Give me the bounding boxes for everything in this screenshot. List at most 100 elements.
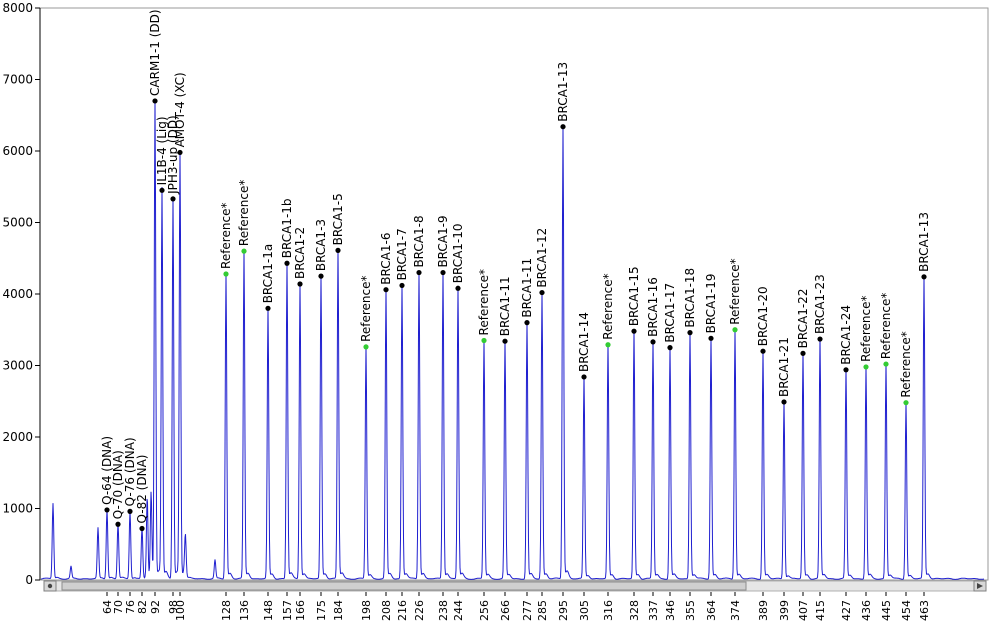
- y-tick-label: 5000: [2, 216, 33, 230]
- peak-label: BRCA1-20: [756, 286, 770, 346]
- x-tick-label: 436: [860, 600, 873, 621]
- probe-peak-marker: [127, 508, 133, 514]
- x-tick-label: 305: [578, 600, 591, 621]
- probe-peak-marker: [104, 507, 110, 513]
- peak-label: Reference*: [219, 203, 233, 269]
- x-tick-label: 328: [628, 600, 641, 621]
- reference-peak-marker: [883, 361, 889, 367]
- probe-peak-marker: [760, 348, 766, 354]
- probe-peak-marker: [416, 269, 422, 276]
- probe-peak-marker: [843, 367, 849, 373]
- x-tick-label: 374: [729, 600, 742, 621]
- peak-label: BRCA1-15: [627, 266, 641, 326]
- peak-label: BRCA1-14: [577, 312, 591, 372]
- probe-peak-marker: [159, 187, 165, 193]
- y-tick-label: 8000: [2, 1, 33, 15]
- probe-peak-marker: [581, 374, 587, 380]
- x-tick-label: 399: [778, 600, 791, 621]
- horizontal-scrollbar-thumb[interactable]: [61, 581, 747, 591]
- reference-peak-marker: [481, 337, 487, 344]
- probe-peak-marker: [631, 328, 637, 334]
- x-tick-label: 346: [664, 600, 677, 621]
- x-tick-label: 445: [880, 600, 893, 621]
- peak-label: BRCA1-6: [379, 233, 393, 285]
- x-tick-label: 128: [220, 600, 233, 621]
- probe-peak-marker: [817, 336, 823, 342]
- peak-label: Q-64 (DNA): [100, 436, 114, 505]
- x-tick-label: 277: [521, 600, 534, 621]
- x-tick-label: 148: [262, 600, 275, 621]
- peak-label: BRCA1-16: [646, 277, 660, 337]
- probe-peak-marker: [539, 289, 545, 296]
- probe-peak-marker: [383, 287, 389, 293]
- y-tick-label: 4000: [2, 287, 33, 301]
- reference-peak-marker: [732, 327, 738, 333]
- peak-label: BRCA1-21: [777, 337, 791, 397]
- x-tick-label: 415: [814, 600, 827, 621]
- probe-peak-marker: [502, 338, 508, 344]
- scroll-left-icon: [47, 583, 53, 589]
- x-tick-label: 92: [149, 600, 162, 614]
- x-tick-label: 427: [840, 600, 853, 621]
- peak-label: Reference*: [237, 180, 251, 246]
- y-tick-label: 0: [25, 573, 33, 587]
- x-tick-label: 76: [124, 600, 137, 614]
- x-tick-label: 98: [167, 600, 180, 614]
- probe-peak-marker: [284, 260, 290, 266]
- reference-peak-marker: [241, 248, 247, 254]
- probe-peak-marker: [115, 521, 121, 527]
- x-tick-label: 316: [602, 600, 615, 621]
- x-tick-label: 285: [536, 600, 549, 621]
- peak-label: Reference*: [879, 293, 893, 359]
- peak-label: IL1B-4 (Lig): [155, 116, 169, 185]
- reference-peak-marker: [605, 342, 611, 348]
- probe-peak-marker: [152, 98, 158, 104]
- x-tick-label: 355: [684, 600, 697, 621]
- probe-peak-marker: [170, 196, 176, 202]
- peak-label: Reference*: [477, 269, 491, 335]
- x-tick-label: 226: [413, 600, 426, 621]
- probe-peak-marker: [800, 350, 806, 356]
- peak-label: BRCA1-19: [704, 274, 718, 334]
- x-tick-label: 208: [380, 600, 393, 621]
- probe-peak-marker: [265, 305, 271, 311]
- x-tick-label: 166: [294, 600, 307, 621]
- x-tick-label: 184: [332, 600, 345, 621]
- peak-label: BRCA1-1a: [261, 244, 275, 304]
- peak-label: BRCA1-22: [796, 289, 810, 349]
- x-tick-label: 295: [557, 600, 570, 621]
- peak-label: BRCA1-1b: [280, 198, 294, 258]
- peak-label: BRCA1-23: [813, 274, 827, 334]
- probe-peak-marker: [440, 269, 446, 276]
- peak-label: BRCA1-13: [556, 62, 570, 122]
- peak-label: BRCA1-11: [498, 276, 512, 336]
- probe-peak-marker: [177, 149, 183, 156]
- probe-peak-marker: [667, 345, 673, 351]
- peak-label: BRCA1-12: [535, 228, 549, 288]
- x-tick-label: 157: [281, 600, 294, 621]
- probe-peak-marker: [139, 525, 145, 532]
- x-tick-label: 198: [360, 600, 373, 621]
- peak-label: Q-76 (DNA): [123, 437, 137, 506]
- x-tick-label: 256: [478, 600, 491, 621]
- peak-label: CARM1-1 (DD): [148, 9, 162, 96]
- probe-peak-marker: [318, 273, 324, 279]
- x-tick-label: 266: [499, 600, 512, 621]
- signal-trace: [40, 98, 985, 580]
- reference-peak-marker: [903, 400, 909, 406]
- reference-peak-marker: [223, 271, 229, 277]
- x-tick-label: 82: [136, 600, 149, 614]
- y-tick-label: 2000: [2, 430, 33, 444]
- x-tick-label: 175: [315, 600, 328, 621]
- peak-label: AMOT-4 (XC): [173, 72, 187, 147]
- probe-peak-marker: [708, 335, 714, 341]
- peak-label: Reference*: [359, 275, 373, 341]
- peak-label: BRCA1-24: [839, 305, 853, 365]
- probe-peak-marker: [560, 124, 566, 130]
- probe-peak-marker: [297, 281, 303, 287]
- probe-peak-marker: [781, 399, 787, 405]
- probe-peak-marker: [524, 320, 530, 326]
- peak-label: Reference*: [728, 258, 742, 324]
- x-tick-label: 238: [437, 600, 450, 621]
